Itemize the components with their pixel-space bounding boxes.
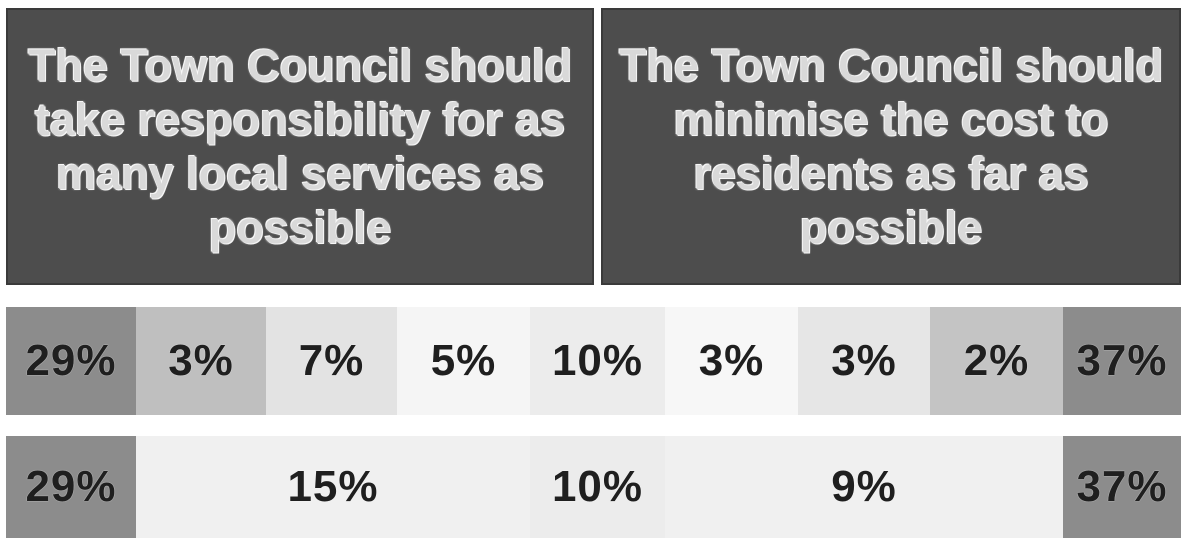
scale-value-label: 5% xyxy=(430,336,497,385)
scale-cell: 29% xyxy=(6,307,136,415)
scale-cell: 37% xyxy=(1063,307,1181,415)
scale-cell: 10% xyxy=(530,307,665,415)
scale-cell: 7% xyxy=(266,307,397,415)
statement-right: The Town Council should minimise the cos… xyxy=(601,8,1181,285)
scale-value-label: 7% xyxy=(298,336,365,385)
scale-value-label: 29% xyxy=(25,336,117,385)
scale-cell: 15% xyxy=(136,436,530,538)
scale-cell: 29% xyxy=(6,436,136,538)
scale-value-label: 15% xyxy=(287,462,379,511)
scale-cell: 5% xyxy=(397,307,530,415)
scale-value-label: 3% xyxy=(168,336,234,385)
scale-value-label: 3% xyxy=(831,336,897,385)
scale-value-label: 9% xyxy=(831,462,897,511)
scale-cell: 10% xyxy=(530,436,665,538)
scale-cell: 2% xyxy=(930,307,1063,415)
scale-value-label: 37% xyxy=(1076,462,1168,511)
statement-left: The Town Council should take responsibil… xyxy=(6,8,594,285)
scale-cell: 3% xyxy=(136,307,266,415)
scale-value-label: 3% xyxy=(698,336,765,385)
scale-value-label: 37% xyxy=(1076,336,1168,385)
scale-value-label: 10% xyxy=(551,462,644,511)
scale-cell: 9% xyxy=(665,436,1063,538)
scale-value-label: 10% xyxy=(551,336,644,385)
scale-cell: 3% xyxy=(665,307,798,415)
scale-cell: 3% xyxy=(798,307,930,415)
scale-cell: 37% xyxy=(1063,436,1181,538)
scale-value-label: 2% xyxy=(963,336,1030,385)
scale-value-label: 29% xyxy=(25,462,117,511)
